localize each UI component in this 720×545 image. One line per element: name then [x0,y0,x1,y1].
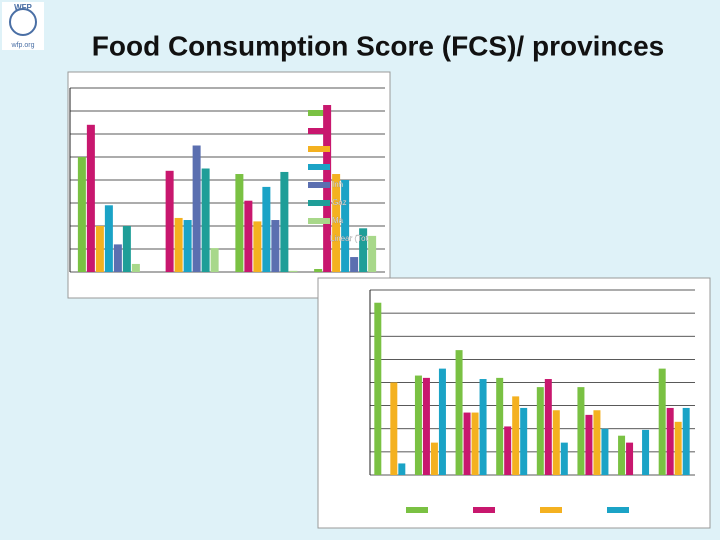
legend-swatch [308,182,330,188]
legend-label: Inh [332,180,343,189]
bar [323,105,332,273]
bar [544,379,552,475]
legend-swatch [607,507,629,513]
bar [422,377,430,475]
bar [577,387,585,475]
legend-swatch [540,507,562,513]
bar [398,463,406,475]
bar [235,174,244,272]
bar [332,174,341,272]
bar [77,157,86,272]
bar [504,426,512,475]
bar [479,379,487,475]
bar [113,244,122,272]
bar [601,428,609,475]
bar [174,217,183,272]
bar [280,171,289,272]
bar [560,442,568,475]
bar [192,145,201,272]
legend-swatch [308,128,330,134]
bar [682,407,690,475]
bar [350,257,359,272]
bar [165,170,174,272]
bar [289,270,298,272]
bar [626,442,634,475]
bar [430,442,438,475]
bar [390,382,398,475]
logo-name: WFP [14,3,32,12]
bar [183,220,192,272]
bar [512,396,520,475]
bar [463,412,471,475]
bar [674,421,682,475]
bar [374,302,382,475]
bar [496,377,504,475]
bar [585,414,593,475]
bar [471,412,479,475]
bar [368,235,377,272]
legend-label: Gaz [332,198,347,207]
logo-emblem [9,8,37,36]
bar [455,350,463,475]
bar [201,168,210,272]
legend-swatch [308,164,330,170]
bar [438,368,446,475]
bar [131,263,140,272]
legend-swatch [308,110,330,116]
logo-url: wfp.org [11,42,35,49]
legend-swatch [308,218,330,224]
bar [536,387,544,475]
bar [104,205,113,272]
bar [520,407,528,475]
legend-label: Ma [332,216,344,225]
bar [593,410,601,475]
bar [666,407,674,475]
legend-swatch [473,507,495,513]
legend-label: Linear (Tot [330,234,369,243]
slide-title: Food Consumption Score (FCS)/ provinces [92,30,664,61]
bar [414,375,422,475]
bar [642,429,650,475]
bar [271,220,280,272]
bar [262,186,271,272]
bar [341,180,350,272]
bar [122,226,131,272]
legend-swatch [308,146,330,152]
legend-swatch [406,507,428,513]
bar [210,248,219,272]
bar [244,200,253,272]
legend-swatch [308,200,330,206]
bar [253,221,262,272]
bar [95,226,104,272]
bar [359,228,368,272]
bar [86,124,95,272]
bar [552,410,560,475]
bar [314,269,323,272]
bar [658,368,666,475]
bar [618,435,626,475]
